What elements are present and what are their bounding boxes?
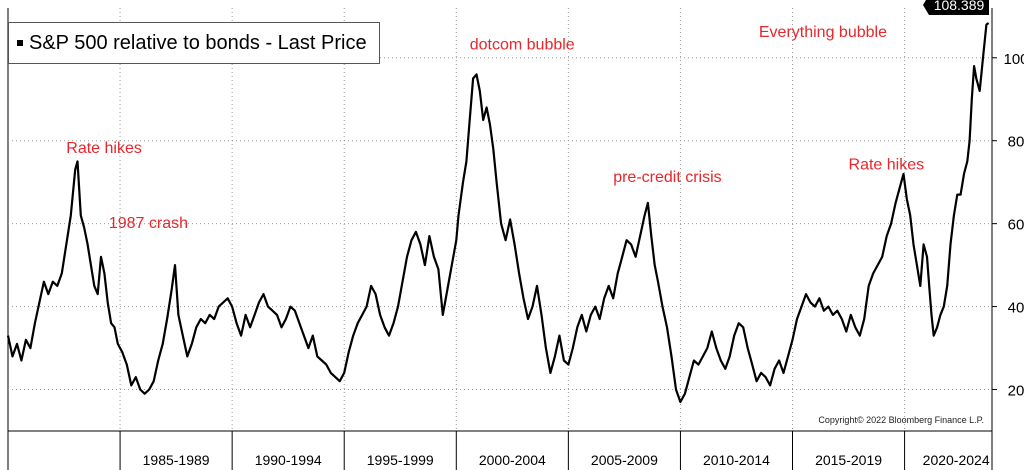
annotation-label: Everything bubble xyxy=(759,24,887,41)
annotation-label: Rate hikes xyxy=(66,140,142,157)
annotation-label: dotcom bubble xyxy=(470,36,575,53)
plot-frame xyxy=(7,8,993,470)
y-tick-label: 40 xyxy=(1008,300,1024,317)
legend-swatch xyxy=(17,40,23,46)
legend: S&P 500 relative to bonds - Last Price xyxy=(8,22,380,64)
x-category-label: 2015-2019 xyxy=(815,452,882,468)
y-tick-label: 60 xyxy=(1008,217,1024,234)
y-tick-label: 100 xyxy=(1003,51,1024,68)
annotations: Rate hikes 1987 crash dotcom bubble pre-cre… xyxy=(66,24,924,232)
annotation-label: 1987 crash xyxy=(109,215,188,232)
x-category-label: 1995-1999 xyxy=(367,452,434,468)
legend-label: S&P 500 relative to bonds - Last Price xyxy=(29,31,367,54)
y-tick-label: 80 xyxy=(1008,134,1024,151)
last-price-marker: 108.389 xyxy=(923,0,989,15)
x-axis-labels: 1985-1989 1990-1994 1995-1999 2000-2004 2005… xyxy=(119,431,990,470)
x-category-label: 2005-2009 xyxy=(591,452,658,468)
last-price-label: 108.389 xyxy=(934,0,985,13)
annotation-label: pre-credit crisis xyxy=(613,169,721,186)
copyright-notice: Copyright© 2022 Bloomberg Finance L.P. xyxy=(818,415,984,425)
x-category-label: 2020-2024 xyxy=(923,452,990,468)
y-tick-label: 20 xyxy=(1008,383,1024,400)
series-layer xyxy=(6,22,990,404)
x-category-label: 2000-2004 xyxy=(479,452,546,468)
x-category-label: 1985-1989 xyxy=(143,452,210,468)
y-axis-labels: 20 40 60 80 100 xyxy=(992,51,1024,400)
x-category-label: 2010-2014 xyxy=(703,452,770,468)
last-price-tag xyxy=(923,0,989,15)
series-line xyxy=(6,22,990,404)
annotation-label: Rate hikes xyxy=(849,157,925,174)
x-category-label: 1990-1994 xyxy=(255,452,322,468)
